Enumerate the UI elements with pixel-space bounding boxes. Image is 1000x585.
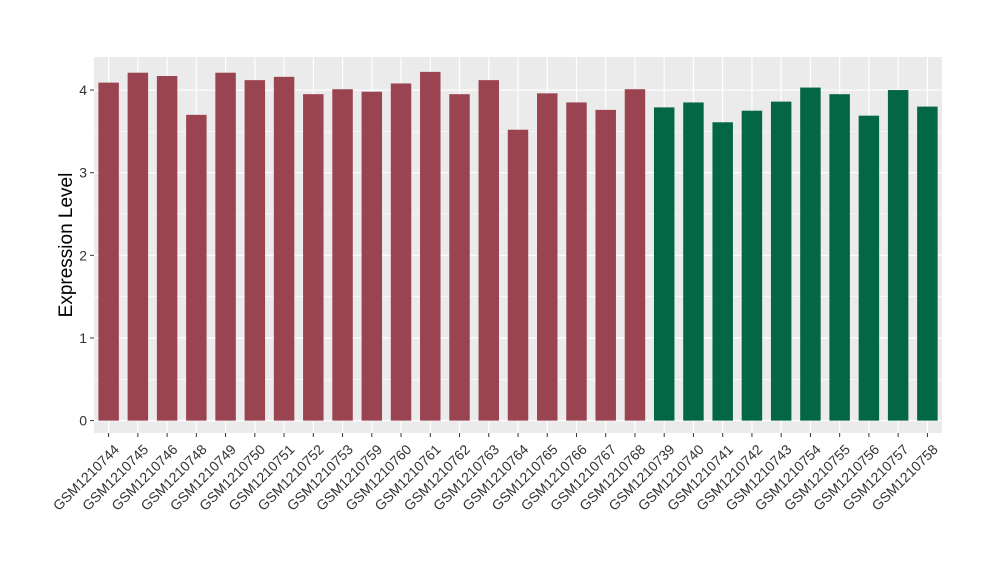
y-axis: 0 1 2 3 4 [79, 82, 94, 429]
bar [98, 82, 119, 421]
bar [127, 72, 149, 421]
y-tick-label: 3 [79, 165, 87, 181]
bar [244, 80, 266, 421]
bar [390, 83, 412, 421]
bar [566, 102, 587, 421]
bar [741, 110, 763, 421]
bar [653, 107, 675, 421]
bar [770, 101, 792, 421]
bar [273, 76, 295, 421]
bar [420, 71, 441, 421]
bar [595, 109, 616, 421]
bars [98, 71, 938, 421]
bar [449, 94, 470, 421]
bar [156, 76, 178, 421]
bar [624, 89, 646, 421]
y-tick-label: 2 [79, 247, 87, 263]
bar [683, 102, 704, 421]
bar [507, 129, 529, 421]
bar [303, 94, 324, 421]
bar [829, 94, 850, 421]
bar [361, 91, 383, 421]
bar [186, 114, 207, 421]
bar [800, 87, 821, 421]
y-axis-label: Expression Level [56, 173, 77, 318]
bar [215, 72, 236, 421]
bar [478, 80, 499, 421]
bar [537, 93, 558, 421]
y-tick-label: 4 [79, 82, 87, 98]
x-axis: GSM1210744GSM1210745GSM1210746GSM1210748… [50, 433, 941, 514]
bar [858, 115, 880, 421]
bar [332, 89, 353, 421]
y-tick-label: 0 [79, 413, 87, 429]
bar [887, 90, 909, 421]
bar [712, 122, 733, 421]
bar [917, 106, 938, 421]
y-tick-label: 1 [79, 330, 87, 346]
